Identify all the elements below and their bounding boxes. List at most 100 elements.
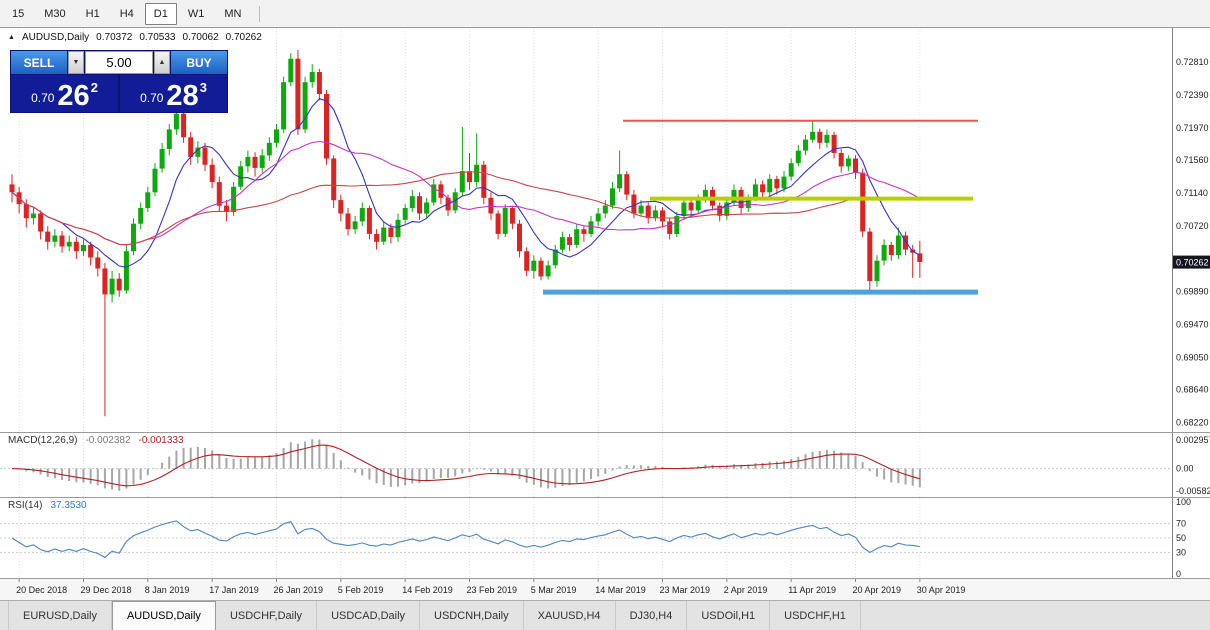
timeframe-w1[interactable]: W1 — [187, 7, 205, 20]
sell-price-display[interactable]: 0.70 26 2 — [11, 75, 118, 112]
current-price-badge — [1173, 255, 1210, 269]
svg-text:17 Jan 2019: 17 Jan 2019 — [209, 585, 259, 595]
svg-text:8 Jan 2019: 8 Jan 2019 — [145, 585, 190, 595]
svg-text:0.68640: 0.68640 — [1176, 385, 1209, 395]
toolbar-divider — [259, 5, 261, 22]
price-chart-panel: 0.72810 0.72390 0.71970 0.71560 0.71140 0.707… — [0, 28, 1210, 432]
volume-decrease-icon[interactable]: ▼ — [68, 51, 84, 74]
svg-text:30 Apr 2019: 30 Apr 2019 — [917, 585, 966, 595]
sell-price-big: 26 — [57, 80, 90, 112]
macd-panel: 0.002957 0.00 -0.005827 MACD(12,26,9) -0.0… — [0, 432, 1210, 497]
timeframe-bar: 15 M30 H1 H4 D1 W1 MN — [2, 0, 251, 27]
macd-header: MACD(12,26,9) -0.002382 -0.001333 — [8, 435, 184, 446]
one-click-trade-panel: SELL ▼ 5.00 ▲ BUY 0.70 26 2 0.70 28 3 — [10, 50, 228, 113]
price-scale: 0.72810 0.72390 0.71970 0.71560 0.71140 0.707… — [1172, 28, 1210, 432]
chart-tab-xauusd-h4[interactable]: XAUUSD,H4 — [524, 601, 616, 630]
svg-text:14 Mar 2019: 14 Mar 2019 — [595, 585, 646, 595]
timeframe-h4[interactable]: H4 — [119, 7, 134, 20]
timeframe-m30[interactable]: M30 — [44, 7, 66, 20]
volume-input[interactable]: 5.00 — [85, 51, 153, 74]
chart-tab-usdcad-daily[interactable]: USDCAD,Daily — [317, 601, 421, 630]
ohlc-open: 0.70372 — [96, 32, 133, 43]
svg-text:0.69050: 0.69050 — [1176, 352, 1209, 362]
ma-20-line — [11, 140, 921, 246]
volume-increase-icon[interactable]: ▲ — [154, 51, 170, 74]
timeframe-d1[interactable]: D1 — [144, 2, 177, 25]
sell-button[interactable]: SELL — [11, 51, 67, 74]
svg-text:0.71970: 0.71970 — [1176, 123, 1209, 133]
chart-tabs-bar: EURUSD,Daily AUDUSD,Daily USDCHF,Daily USDC… — [0, 600, 1210, 630]
buy-price-pip: 3 — [199, 80, 207, 95]
svg-text:100: 100 — [1176, 498, 1191, 507]
buy-price-prefix: 0.70 — [140, 91, 164, 105]
svg-text:29 Dec 2018: 29 Dec 2018 — [81, 585, 132, 595]
macd-histogram — [18, 439, 921, 491]
svg-text:0.71560: 0.71560 — [1176, 155, 1209, 165]
chart-ohlc-header: ▲ AUDUSD,Daily 0.70372 0.70533 0.70062 0… — [8, 32, 262, 43]
svg-text:20 Dec 2018: 20 Dec 2018 — [16, 585, 67, 595]
svg-text:2 Apr 2019: 2 Apr 2019 — [724, 585, 768, 595]
timeframe-15[interactable]: 15 — [12, 7, 25, 20]
svg-text:0.72390: 0.72390 — [1176, 90, 1209, 100]
chart-tab-dj30-h4[interactable]: DJ30,H4 — [616, 601, 688, 630]
time-axis-labels: 20 Dec 2018 29 Dec 2018 8 Jan 2019 17 Jan 2… — [16, 579, 965, 595]
chart-symbol-label: AUDUSD,Daily — [21, 32, 90, 43]
timeframe-toolbar: 15 M30 H1 H4 D1 W1 MN — [0, 0, 1210, 28]
svg-text:-0.005827: -0.005827 — [1176, 486, 1210, 496]
ohlc-low: 0.70062 — [182, 32, 219, 43]
svg-text:0: 0 — [1176, 569, 1181, 578]
time-axis[interactable]: 20 Dec 2018 29 Dec 2018 8 Jan 2019 17 Jan 2… — [0, 578, 1210, 600]
macd-label: MACD(12,26,9) — [8, 435, 78, 446]
svg-text:50: 50 — [1176, 533, 1186, 543]
rsi-canvas[interactable]: 100 70 50 30 0 — [0, 498, 1210, 578]
svg-text:26 Jan 2019: 26 Jan 2019 — [274, 585, 324, 595]
svg-text:0.002957: 0.002957 — [1176, 435, 1210, 445]
svg-text:30: 30 — [1176, 547, 1186, 557]
timeframe-mn[interactable]: MN — [224, 7, 242, 20]
chart-tab-usdchf-h1[interactable]: USDCHF,H1 — [770, 601, 861, 630]
svg-text:0.70262: 0.70262 — [1176, 258, 1209, 268]
ohlc-close: 0.70262 — [225, 32, 262, 43]
svg-text:0.72810: 0.72810 — [1176, 57, 1209, 67]
buy-button[interactable]: BUY — [171, 51, 227, 74]
macd-canvas[interactable]: 0.002957 0.00 -0.005827 — [0, 433, 1210, 497]
rsi-header: RSI(14) 37.3530 — [8, 500, 87, 511]
svg-text:0.69470: 0.69470 — [1176, 319, 1209, 329]
buy-price-display[interactable]: 0.70 28 3 — [120, 75, 227, 112]
svg-text:14 Feb 2019: 14 Feb 2019 — [402, 585, 453, 595]
sell-price-prefix: 0.70 — [31, 91, 55, 105]
macd-main-value: -0.002382 — [85, 435, 131, 446]
chart-tab-audusd-daily[interactable]: AUDUSD,Daily — [111, 601, 216, 630]
svg-text:5 Feb 2019: 5 Feb 2019 — [338, 585, 384, 595]
collapse-panel-icon[interactable]: ▲ — [8, 34, 15, 41]
chart-tab-usdchf-daily[interactable]: USDCHF,Daily — [216, 601, 318, 630]
timeframe-h1[interactable]: H1 — [85, 7, 100, 20]
svg-text:0.69890: 0.69890 — [1176, 286, 1209, 296]
rsi-label: RSI(14) — [8, 500, 43, 511]
ohlc-high: 0.70533 — [139, 32, 176, 43]
svg-text:0.70720: 0.70720 — [1176, 221, 1209, 231]
svg-text:0.00: 0.00 — [1176, 464, 1194, 474]
price-chart-canvas[interactable]: 0.72810 0.72390 0.71970 0.71560 0.71140 0.707… — [0, 28, 1210, 432]
chart-tab-eurusd-daily[interactable]: EURUSD,Daily — [8, 601, 112, 630]
macd-signal-line — [11, 444, 920, 487]
buy-price-big: 28 — [166, 80, 199, 112]
svg-text:23 Mar 2019: 23 Mar 2019 — [660, 585, 711, 595]
chart-tab-usdoil-h1[interactable]: USDOil,H1 — [687, 601, 771, 630]
svg-text:11 Apr 2019: 11 Apr 2019 — [788, 585, 836, 595]
rsi-value: 37.3530 — [50, 500, 87, 511]
chart-tab-usdcnh-daily[interactable]: USDCNH,Daily — [420, 601, 524, 630]
svg-text:23 Feb 2019: 23 Feb 2019 — [467, 585, 518, 595]
ma-45-line — [11, 171, 920, 246]
rsi-panel: 100 70 50 30 0 RSI(14) 37.3530 — [0, 497, 1210, 578]
svg-text:70: 70 — [1176, 519, 1186, 529]
svg-text:0.71140: 0.71140 — [1176, 188, 1208, 198]
chart-gridlines — [18, 28, 921, 432]
rsi-line — [11, 520, 920, 559]
svg-text:5 Mar 2019: 5 Mar 2019 — [531, 585, 577, 595]
svg-text:20 Apr 2019: 20 Apr 2019 — [853, 585, 902, 595]
svg-text:0.68220: 0.68220 — [1176, 418, 1209, 428]
time-axis-canvas[interactable]: 20 Dec 2018 29 Dec 2018 8 Jan 2019 17 Jan 2… — [0, 579, 1210, 600]
sell-price-pip: 2 — [90, 80, 98, 95]
